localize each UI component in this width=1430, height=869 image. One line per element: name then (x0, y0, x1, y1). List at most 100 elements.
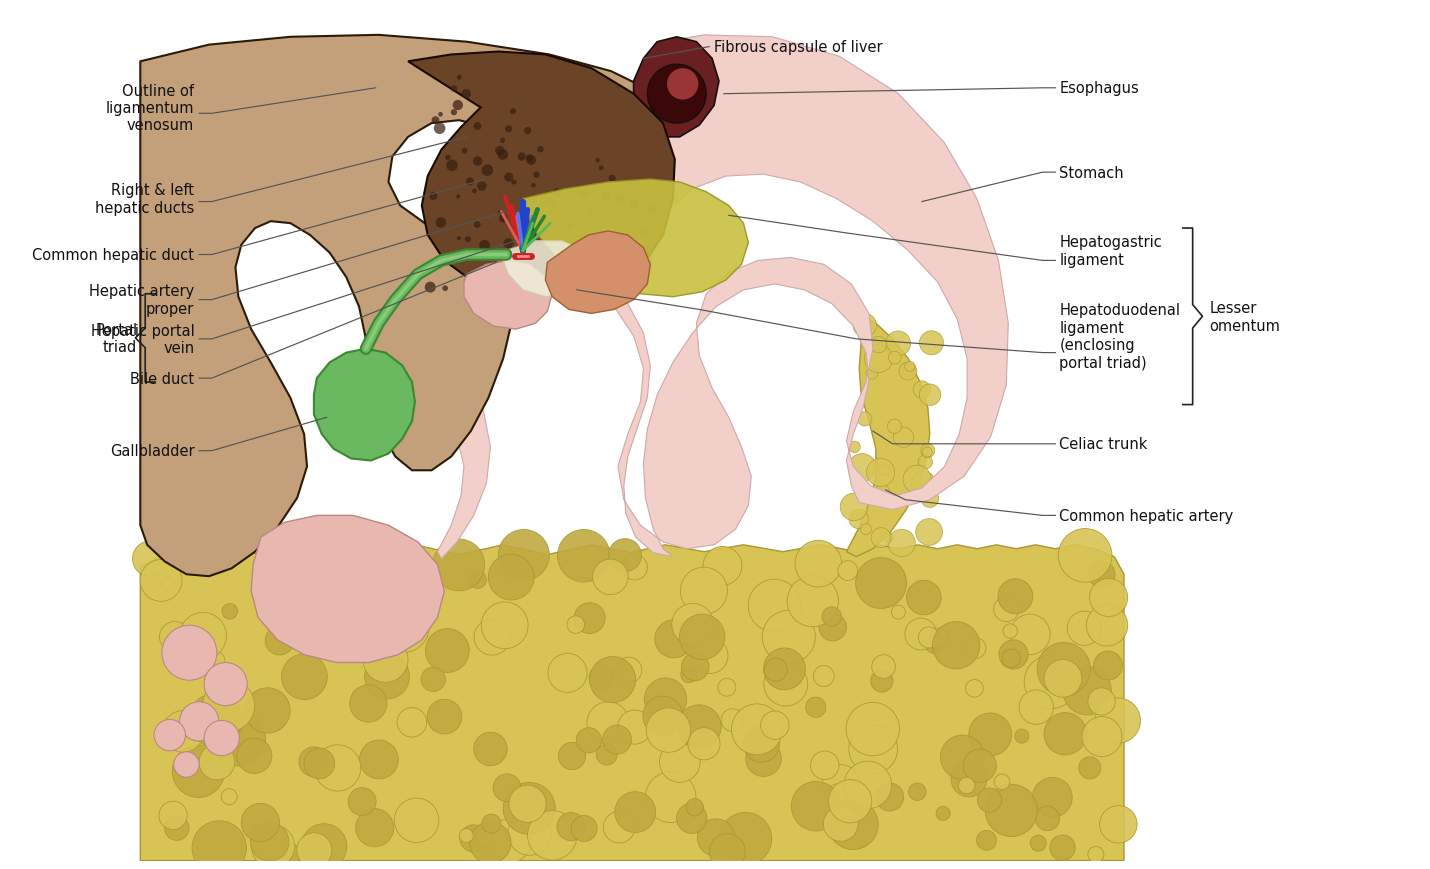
Circle shape (931, 628, 950, 647)
Circle shape (493, 269, 502, 278)
Circle shape (372, 543, 415, 586)
Circle shape (469, 571, 486, 588)
Circle shape (482, 814, 500, 833)
Circle shape (299, 541, 332, 574)
Circle shape (456, 196, 460, 199)
Circle shape (819, 614, 847, 641)
Circle shape (645, 678, 686, 720)
Circle shape (599, 166, 603, 171)
Circle shape (847, 702, 899, 756)
Text: Hepatogastric
ligament: Hepatogastric ligament (1060, 235, 1163, 268)
Circle shape (698, 819, 735, 856)
Circle shape (553, 189, 561, 197)
Circle shape (921, 444, 935, 458)
Polygon shape (140, 545, 1124, 860)
Circle shape (732, 704, 782, 755)
Circle shape (1002, 624, 1017, 639)
Circle shape (459, 828, 473, 843)
Circle shape (315, 745, 360, 791)
Circle shape (629, 200, 638, 209)
Circle shape (915, 519, 942, 546)
Circle shape (805, 697, 827, 718)
Circle shape (472, 189, 476, 194)
Circle shape (1020, 690, 1054, 725)
Circle shape (589, 277, 596, 284)
Circle shape (864, 345, 892, 373)
Circle shape (1024, 655, 1078, 709)
Circle shape (911, 472, 935, 495)
Circle shape (571, 251, 581, 261)
Circle shape (965, 680, 984, 697)
Circle shape (849, 510, 868, 529)
Text: Lesser
omentum: Lesser omentum (1210, 301, 1280, 333)
Circle shape (259, 588, 279, 608)
Circle shape (941, 735, 984, 779)
Circle shape (473, 123, 482, 131)
Circle shape (888, 530, 915, 557)
Circle shape (977, 831, 997, 850)
Circle shape (180, 702, 219, 741)
Circle shape (704, 547, 742, 586)
Circle shape (875, 485, 889, 500)
Circle shape (844, 761, 891, 809)
Circle shape (469, 822, 511, 864)
Text: Common hepatic artery: Common hepatic artery (1060, 508, 1234, 523)
Circle shape (162, 626, 217, 680)
Circle shape (433, 540, 485, 591)
Circle shape (307, 594, 335, 620)
Circle shape (1050, 835, 1075, 860)
Text: Portal
triad: Portal triad (96, 322, 137, 355)
Circle shape (548, 653, 588, 693)
Circle shape (500, 138, 505, 144)
Circle shape (639, 269, 644, 274)
Circle shape (586, 702, 629, 744)
Circle shape (217, 725, 246, 754)
Circle shape (526, 155, 533, 163)
Circle shape (825, 784, 852, 812)
Circle shape (937, 806, 950, 820)
Circle shape (828, 799, 878, 850)
Circle shape (365, 654, 409, 699)
Circle shape (719, 813, 772, 865)
Circle shape (488, 554, 533, 600)
Circle shape (566, 616, 585, 634)
Circle shape (1015, 729, 1030, 743)
Text: Gallbladder: Gallbladder (110, 444, 194, 459)
Circle shape (307, 570, 326, 588)
Circle shape (855, 558, 907, 609)
Polygon shape (140, 36, 669, 576)
Text: Outline of
ligamentum
venosum: Outline of ligamentum venosum (106, 83, 194, 133)
Circle shape (965, 638, 985, 659)
Polygon shape (633, 37, 719, 137)
Circle shape (841, 494, 868, 521)
Circle shape (525, 128, 532, 135)
Circle shape (380, 600, 398, 616)
Circle shape (360, 567, 400, 607)
Circle shape (615, 792, 656, 833)
Circle shape (436, 218, 446, 229)
Circle shape (237, 739, 272, 773)
Circle shape (356, 809, 393, 846)
Circle shape (250, 822, 289, 861)
Circle shape (164, 816, 189, 840)
Circle shape (601, 192, 611, 201)
Circle shape (482, 602, 528, 649)
Circle shape (189, 693, 242, 747)
Circle shape (173, 752, 199, 778)
Circle shape (994, 597, 1020, 622)
Circle shape (355, 555, 405, 606)
Circle shape (509, 786, 546, 822)
Circle shape (162, 711, 204, 753)
Circle shape (302, 824, 347, 869)
Circle shape (795, 541, 842, 587)
Circle shape (465, 236, 470, 243)
Circle shape (646, 708, 691, 753)
Circle shape (479, 241, 490, 251)
Circle shape (552, 270, 561, 279)
Circle shape (622, 243, 633, 255)
Circle shape (632, 274, 639, 282)
Circle shape (473, 733, 508, 766)
Circle shape (894, 428, 914, 448)
Circle shape (1044, 660, 1081, 698)
Circle shape (1062, 667, 1111, 715)
